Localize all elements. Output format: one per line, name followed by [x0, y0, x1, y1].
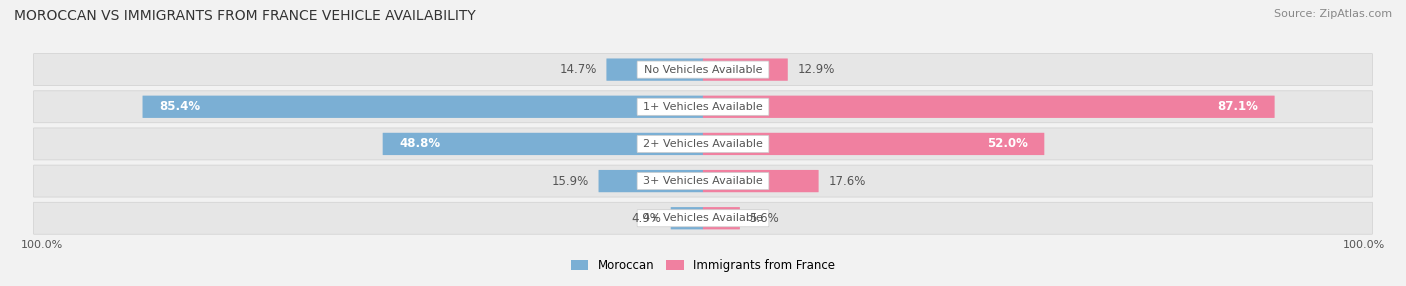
FancyBboxPatch shape [703, 96, 1275, 118]
Text: MOROCCAN VS IMMIGRANTS FROM FRANCE VEHICLE AVAILABILITY: MOROCCAN VS IMMIGRANTS FROM FRANCE VEHIC… [14, 9, 475, 23]
FancyBboxPatch shape [637, 210, 769, 227]
FancyBboxPatch shape [606, 58, 703, 81]
Text: 4.9%: 4.9% [631, 212, 661, 225]
FancyBboxPatch shape [34, 91, 1372, 123]
Legend: Moroccan, Immigrants from France: Moroccan, Immigrants from France [571, 259, 835, 272]
Text: 48.8%: 48.8% [399, 138, 440, 150]
FancyBboxPatch shape [34, 54, 1372, 86]
FancyBboxPatch shape [599, 170, 703, 192]
Text: 5.6%: 5.6% [749, 212, 779, 225]
Text: 3+ Vehicles Available: 3+ Vehicles Available [643, 176, 763, 186]
FancyBboxPatch shape [671, 207, 703, 229]
FancyBboxPatch shape [703, 133, 1045, 155]
Text: 15.9%: 15.9% [551, 174, 589, 188]
Text: 52.0%: 52.0% [987, 138, 1028, 150]
Text: 87.1%: 87.1% [1218, 100, 1258, 113]
FancyBboxPatch shape [703, 58, 787, 81]
Text: 4+ Vehicles Available: 4+ Vehicles Available [643, 213, 763, 223]
Text: 1+ Vehicles Available: 1+ Vehicles Available [643, 102, 763, 112]
Text: 14.7%: 14.7% [560, 63, 596, 76]
FancyBboxPatch shape [637, 98, 769, 115]
Text: 17.6%: 17.6% [828, 174, 866, 188]
FancyBboxPatch shape [34, 128, 1372, 160]
FancyBboxPatch shape [637, 172, 769, 190]
FancyBboxPatch shape [382, 133, 703, 155]
Text: No Vehicles Available: No Vehicles Available [644, 65, 762, 75]
FancyBboxPatch shape [637, 135, 769, 152]
Text: Source: ZipAtlas.com: Source: ZipAtlas.com [1274, 9, 1392, 19]
FancyBboxPatch shape [703, 170, 818, 192]
FancyBboxPatch shape [34, 202, 1372, 234]
Text: 12.9%: 12.9% [797, 63, 835, 76]
FancyBboxPatch shape [142, 96, 703, 118]
FancyBboxPatch shape [34, 165, 1372, 197]
FancyBboxPatch shape [637, 61, 769, 78]
FancyBboxPatch shape [703, 207, 740, 229]
Text: 2+ Vehicles Available: 2+ Vehicles Available [643, 139, 763, 149]
Text: 85.4%: 85.4% [159, 100, 200, 113]
Text: 100.0%: 100.0% [21, 240, 63, 250]
Text: 100.0%: 100.0% [1343, 240, 1385, 250]
